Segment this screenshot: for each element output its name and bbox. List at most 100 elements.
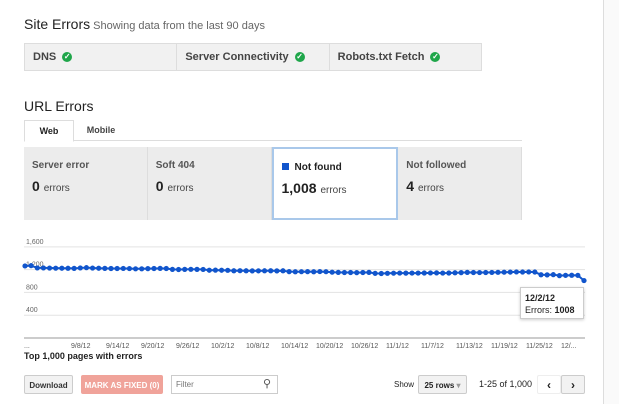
data-point: [341, 269, 348, 276]
x-tick-label: 10/26/12: [351, 343, 378, 350]
data-point: [218, 267, 225, 273]
x-tick-label: 11/19/12: [491, 343, 518, 350]
x-tick-label: 10/2/12: [211, 343, 234, 350]
data-point: [255, 268, 262, 274]
data-point: [317, 268, 323, 275]
x-tick-label: 9/14/12: [106, 343, 129, 350]
data-point: [286, 269, 292, 275]
chart-tooltip: 12/2/12 Errors: 1008: [520, 287, 584, 319]
subtitle: Showing data from the last 90 days: [93, 20, 265, 32]
data-point: [446, 270, 452, 276]
x-tick-label: 9/26/12: [176, 343, 199, 350]
data-point: [59, 265, 65, 271]
card-not-found[interactable]: Not found 1,008 errors: [271, 147, 399, 220]
data-point: [102, 265, 108, 271]
data-point: [71, 265, 77, 271]
check-icon: ✓: [62, 52, 73, 62]
data-point: [65, 265, 71, 271]
data-point: [562, 272, 569, 278]
data-point: [427, 270, 434, 276]
data-point: [83, 265, 90, 271]
data-point: [169, 266, 176, 272]
robots-fetch-status: Robots.txt Fetch ✓: [337, 51, 441, 63]
filter-input[interactable]: [171, 375, 278, 394]
x-tick-label: 10/8/12: [246, 343, 269, 350]
data-point: [298, 269, 305, 275]
scrollbar[interactable]: [603, 0, 619, 404]
y-tick-label: 800: [26, 284, 38, 291]
x-tick-label: 12/...: [561, 343, 577, 350]
y-tick-label: 1,600: [26, 239, 44, 246]
data-point: [483, 269, 489, 276]
prev-page-button[interactable]: ‹: [537, 375, 561, 394]
data-point: [409, 270, 415, 276]
x-tick-label: 11/25/12: [526, 343, 553, 350]
data-point: [139, 266, 145, 272]
data-point: [421, 270, 427, 276]
data-point: [206, 267, 212, 273]
table-title: Top 1,000 pages with errors: [24, 351, 143, 361]
data-point: [501, 269, 507, 275]
tab-mobile[interactable]: Mobile: [86, 125, 116, 135]
data-point: [526, 269, 532, 275]
search-icon[interactable]: ⚲: [263, 378, 272, 390]
data-point: [237, 268, 243, 274]
data-point: [194, 266, 200, 272]
data-point: [440, 270, 446, 276]
data-point: [433, 270, 440, 276]
data-point: [372, 270, 378, 276]
data-point: [311, 269, 317, 275]
card-soft-404[interactable]: Soft 404 0 errors: [147, 147, 272, 220]
x-tick-label: 11/7/12: [421, 343, 444, 350]
data-point: [335, 269, 341, 275]
x-tick-label: 10/20/12: [316, 343, 343, 350]
data-point: [274, 268, 280, 274]
data-point: [182, 266, 188, 272]
url-errors-heading: URL Errors: [24, 98, 94, 114]
data-point: [378, 270, 384, 277]
data-point: [243, 268, 249, 274]
data-point: [40, 265, 47, 271]
data-point: [292, 269, 298, 275]
data-point: [569, 272, 575, 278]
download-button[interactable]: Download: [24, 375, 73, 394]
x-tick-label: 11/13/12: [456, 343, 483, 350]
data-point: [470, 269, 477, 276]
card-server-error[interactable]: Server error 0 errors: [24, 147, 148, 220]
dns-status: DNS ✓: [25, 44, 178, 70]
data-point: [489, 269, 495, 276]
data-point: [188, 266, 194, 272]
tab-web[interactable]: Web: [24, 120, 74, 142]
next-page-button[interactable]: ›: [561, 375, 585, 394]
data-point: [476, 269, 483, 276]
server-connectivity-status: Server Connectivity ✓: [177, 44, 330, 70]
data-point: [495, 269, 501, 275]
data-point: [550, 272, 556, 278]
data-point: [538, 272, 544, 278]
card-not-followed[interactable]: Not followed 4 errors: [398, 147, 522, 220]
data-point: [261, 268, 268, 274]
data-point: [354, 270, 360, 276]
data-point: [347, 269, 354, 276]
data-point: [126, 265, 133, 272]
error-cards: Server error 0 errors Soft 404 0 errors No…: [24, 147, 522, 220]
data-point: [544, 272, 550, 278]
data-point: [519, 269, 526, 275]
data-point: [249, 268, 255, 274]
y-tick-label: 1,200: [26, 262, 44, 269]
x-tick-label: 9/8/12: [71, 343, 91, 350]
data-point: [329, 269, 335, 275]
x-tick-label: ...: [24, 343, 30, 350]
data-point: [225, 267, 231, 273]
data-point: [96, 265, 102, 271]
data-point: [452, 270, 458, 276]
data-point: [323, 269, 329, 275]
data-point: [464, 269, 470, 275]
data-point: [34, 265, 40, 271]
rows-dropdown[interactable]: 25 rows ▾: [418, 375, 467, 394]
data-point: [268, 268, 274, 274]
y-tick-label: 400: [26, 307, 38, 314]
x-tick-label: 11/1/12: [386, 343, 409, 350]
data-point: [77, 265, 83, 271]
mark-as-fixed-button[interactable]: MARK AS FIXED (0): [81, 375, 163, 394]
